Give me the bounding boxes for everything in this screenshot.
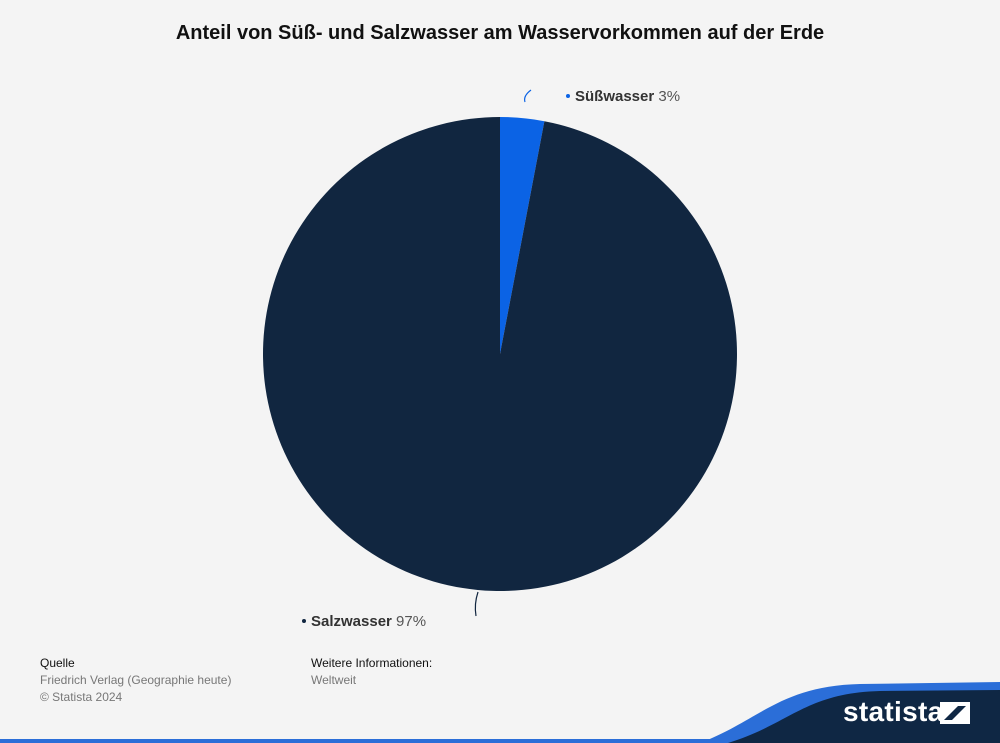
slice-name-1: Süßwasser [575,88,654,105]
pie-slice-1[interactable] [500,117,545,354]
slice-value-1: 3% [654,88,680,105]
info-heading: Weitere Informationen: [311,656,433,670]
info-text[interactable]: Weltweit [311,673,357,687]
source-block: Quelle Friedrich Verlag (Geographie heut… [40,655,231,706]
slice-value-2: 97% [392,613,426,630]
slice-name-2: Salzwasser [311,613,392,630]
copyright-text: © Statista 2024 [40,690,123,704]
legend-bullet-1 [566,94,570,98]
pie-slice-2[interactable] [262,116,738,592]
slice-label-2: Salzwasser 97% [311,613,426,630]
info-block: Weitere Informationen: Weltweit [311,655,432,689]
band-main-shape [728,690,1000,743]
source-text[interactable]: Friedrich Verlag (Geographie heute) [40,673,232,687]
chart-title: Anteil von Süß- und Salzwasser am Wasser… [175,22,825,44]
statista-logo-icon [940,702,970,724]
source-heading: Quelle [40,656,75,670]
leader-line-1 [524,89,532,103]
statista-logo-text[interactable]: statista [843,696,944,727]
slice-label-1: Süßwasser 3% [575,88,680,105]
legend-bullet-2 [302,619,306,623]
leader-line-2 [474,591,479,617]
bottom-accent-line [0,739,1000,743]
